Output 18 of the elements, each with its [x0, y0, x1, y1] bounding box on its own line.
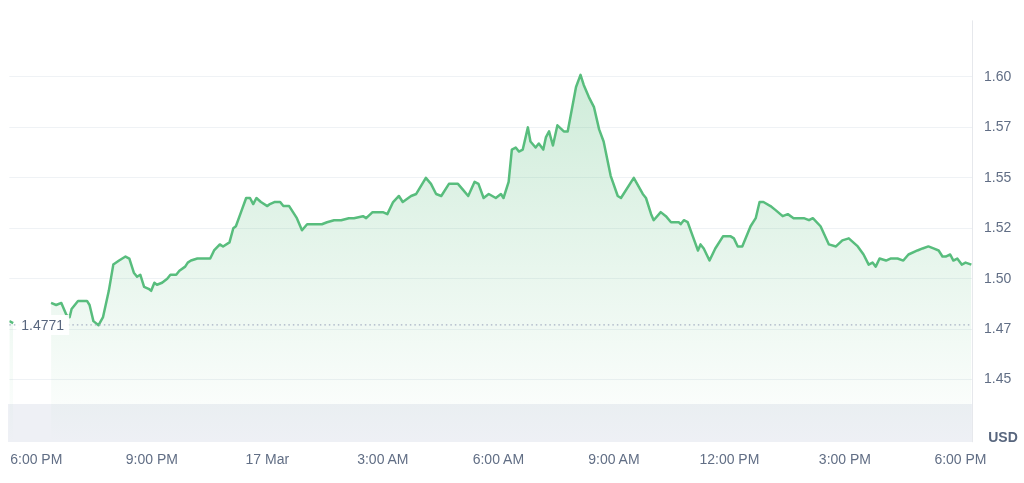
x-tick-label: 6:00 PM: [10, 451, 63, 468]
x-tick-label: 6:00 PM: [934, 451, 987, 468]
y-axis-title: USD: [988, 429, 1018, 446]
y-tick-label: 1.55: [984, 168, 1012, 185]
x-tick-label: 9:00 PM: [125, 451, 178, 468]
y-tick-label: 1.57: [984, 118, 1012, 135]
x-tick-label: 3:00 AM: [357, 451, 409, 468]
y-tick-label: 1.45: [984, 370, 1012, 387]
y-tick-label: 1.47: [984, 320, 1012, 337]
x-tick-label: 9:00 AM: [588, 451, 640, 468]
x-tick-label: 17 Mar: [245, 451, 290, 468]
x-tick-label: 6:00 AM: [472, 451, 525, 468]
y-tick-label: 1.52: [984, 219, 1012, 236]
x-tick-label: 3:00 PM: [818, 451, 871, 468]
y-tick-label: 1.60: [984, 67, 1012, 84]
y-tick-label: 1.50: [984, 269, 1012, 286]
x-tick-label: 12:00 PM: [699, 451, 760, 468]
ref-line-label: 1.4771: [21, 316, 65, 333]
